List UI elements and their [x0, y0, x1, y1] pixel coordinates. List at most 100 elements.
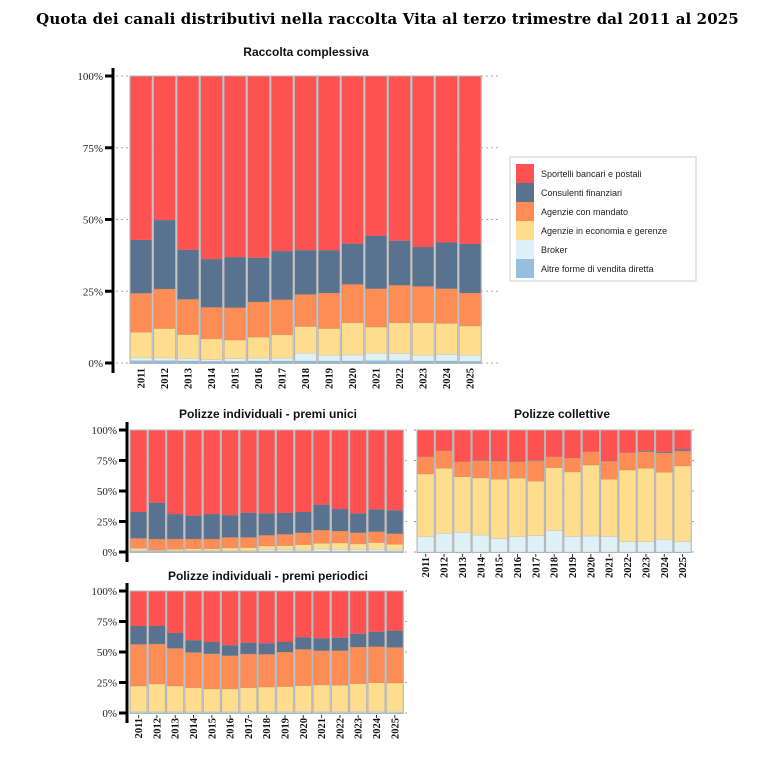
bar-outline — [411, 75, 435, 364]
bar-stack-2025 — [458, 75, 482, 364]
bar-segment — [582, 535, 600, 553]
bar-segment — [341, 354, 364, 362]
bar-segment — [619, 469, 636, 542]
bar-segment — [177, 299, 200, 335]
bar-stack-2018 — [544, 429, 564, 553]
bar-stack-2024 — [367, 590, 386, 714]
bar-segment — [600, 536, 618, 553]
bar-segment — [331, 549, 349, 552]
bar-segment — [258, 686, 276, 712]
bar-segment — [417, 473, 435, 537]
bar-segment — [271, 250, 294, 300]
x-tick-label: 2016 — [254, 368, 265, 389]
bar-segment — [313, 590, 330, 639]
bar-segment — [203, 548, 221, 552]
bar-segment — [258, 545, 276, 551]
bar-stack-2020 — [581, 429, 601, 553]
bar-segment — [417, 429, 435, 457]
bar-segment — [224, 361, 247, 364]
bar-segment — [258, 643, 276, 655]
bar-segment — [177, 75, 200, 251]
bar-segment — [247, 75, 270, 258]
y-tick-label: 0% — [102, 708, 117, 720]
bar-segment — [349, 683, 367, 712]
bar-outline — [221, 590, 240, 714]
bar-segment — [318, 292, 341, 329]
bar-segment — [200, 359, 223, 362]
x-tick-label: 2020 — [299, 718, 310, 739]
bar-segment — [509, 478, 526, 537]
bar-segment — [166, 513, 184, 540]
bar-segment — [349, 429, 367, 514]
bar-segment — [490, 429, 508, 461]
x-tick-label: 2013 — [184, 368, 195, 389]
bar-segment — [166, 590, 184, 634]
bar-segment — [130, 685, 147, 713]
bar-segment — [386, 682, 404, 712]
bar-segment — [240, 547, 257, 552]
bar-segment — [472, 534, 490, 553]
bar-segment — [545, 530, 563, 553]
bar-segment — [545, 456, 563, 468]
bar-stack-2014 — [184, 429, 203, 553]
bar-segment — [130, 360, 153, 364]
bar-segment — [258, 429, 276, 514]
bar-segment — [600, 479, 618, 537]
bar-segment — [271, 357, 294, 362]
bar-outline — [294, 429, 313, 553]
bar-segment — [185, 538, 202, 549]
bar-outline — [544, 429, 564, 553]
x-tick-label: 2023 — [354, 718, 365, 739]
bar-segment — [294, 75, 317, 251]
bar-segment — [276, 534, 294, 546]
bar-stack-2019 — [563, 429, 582, 553]
bar-segment — [203, 538, 221, 549]
bar-segment — [224, 358, 247, 362]
bar-segment — [619, 452, 636, 471]
x-tick-label: 2014 — [189, 717, 200, 739]
bar-segment — [276, 590, 294, 643]
bar-stack-2024 — [367, 429, 386, 553]
bar-segment — [203, 429, 221, 515]
bar-segment — [490, 538, 508, 553]
bar-segment — [472, 429, 490, 461]
bar-segment — [453, 476, 471, 533]
bar-segment — [294, 249, 317, 295]
legend-swatch — [516, 202, 534, 221]
bar-outline — [275, 429, 295, 553]
figure-title: Quota dei canali distributivi nella racc… — [36, 10, 739, 28]
bar-segment — [453, 429, 471, 462]
bar-segment — [130, 75, 153, 241]
bar-segment — [247, 336, 270, 359]
bar-segment — [224, 75, 247, 258]
bar-segment — [203, 653, 221, 690]
x-tick-label: 2011 — [137, 368, 148, 388]
bar-outline — [330, 590, 349, 714]
bar-segment — [271, 299, 294, 336]
bar-segment — [349, 646, 367, 684]
bar-segment — [490, 479, 508, 539]
bar-segment — [221, 590, 239, 646]
bar-stack-2024 — [655, 429, 674, 553]
bar-outline — [655, 429, 674, 553]
bar-segment — [224, 307, 247, 341]
bar-segment — [313, 650, 330, 686]
bar-outline — [471, 429, 490, 553]
bar-segment — [368, 590, 385, 632]
x-tick-label: 2018 — [262, 718, 273, 739]
x-tick-label: 2012 — [160, 368, 171, 389]
legend-item: Agenzie in economia e gerenze — [516, 221, 667, 240]
x-tick-label: 2023 — [419, 368, 430, 389]
bar-segment — [203, 513, 221, 540]
bar-segment — [276, 429, 294, 514]
bar-segment — [509, 429, 526, 462]
bar-segment — [258, 654, 276, 688]
bar-stack-2020 — [341, 75, 365, 364]
bar-outline — [239, 590, 258, 714]
bar-stack-2015 — [489, 429, 509, 553]
bar-segment — [388, 322, 411, 354]
bar-segment — [509, 461, 526, 479]
bar-stack-2017 — [270, 75, 294, 364]
bar-stack-2020 — [294, 429, 313, 553]
